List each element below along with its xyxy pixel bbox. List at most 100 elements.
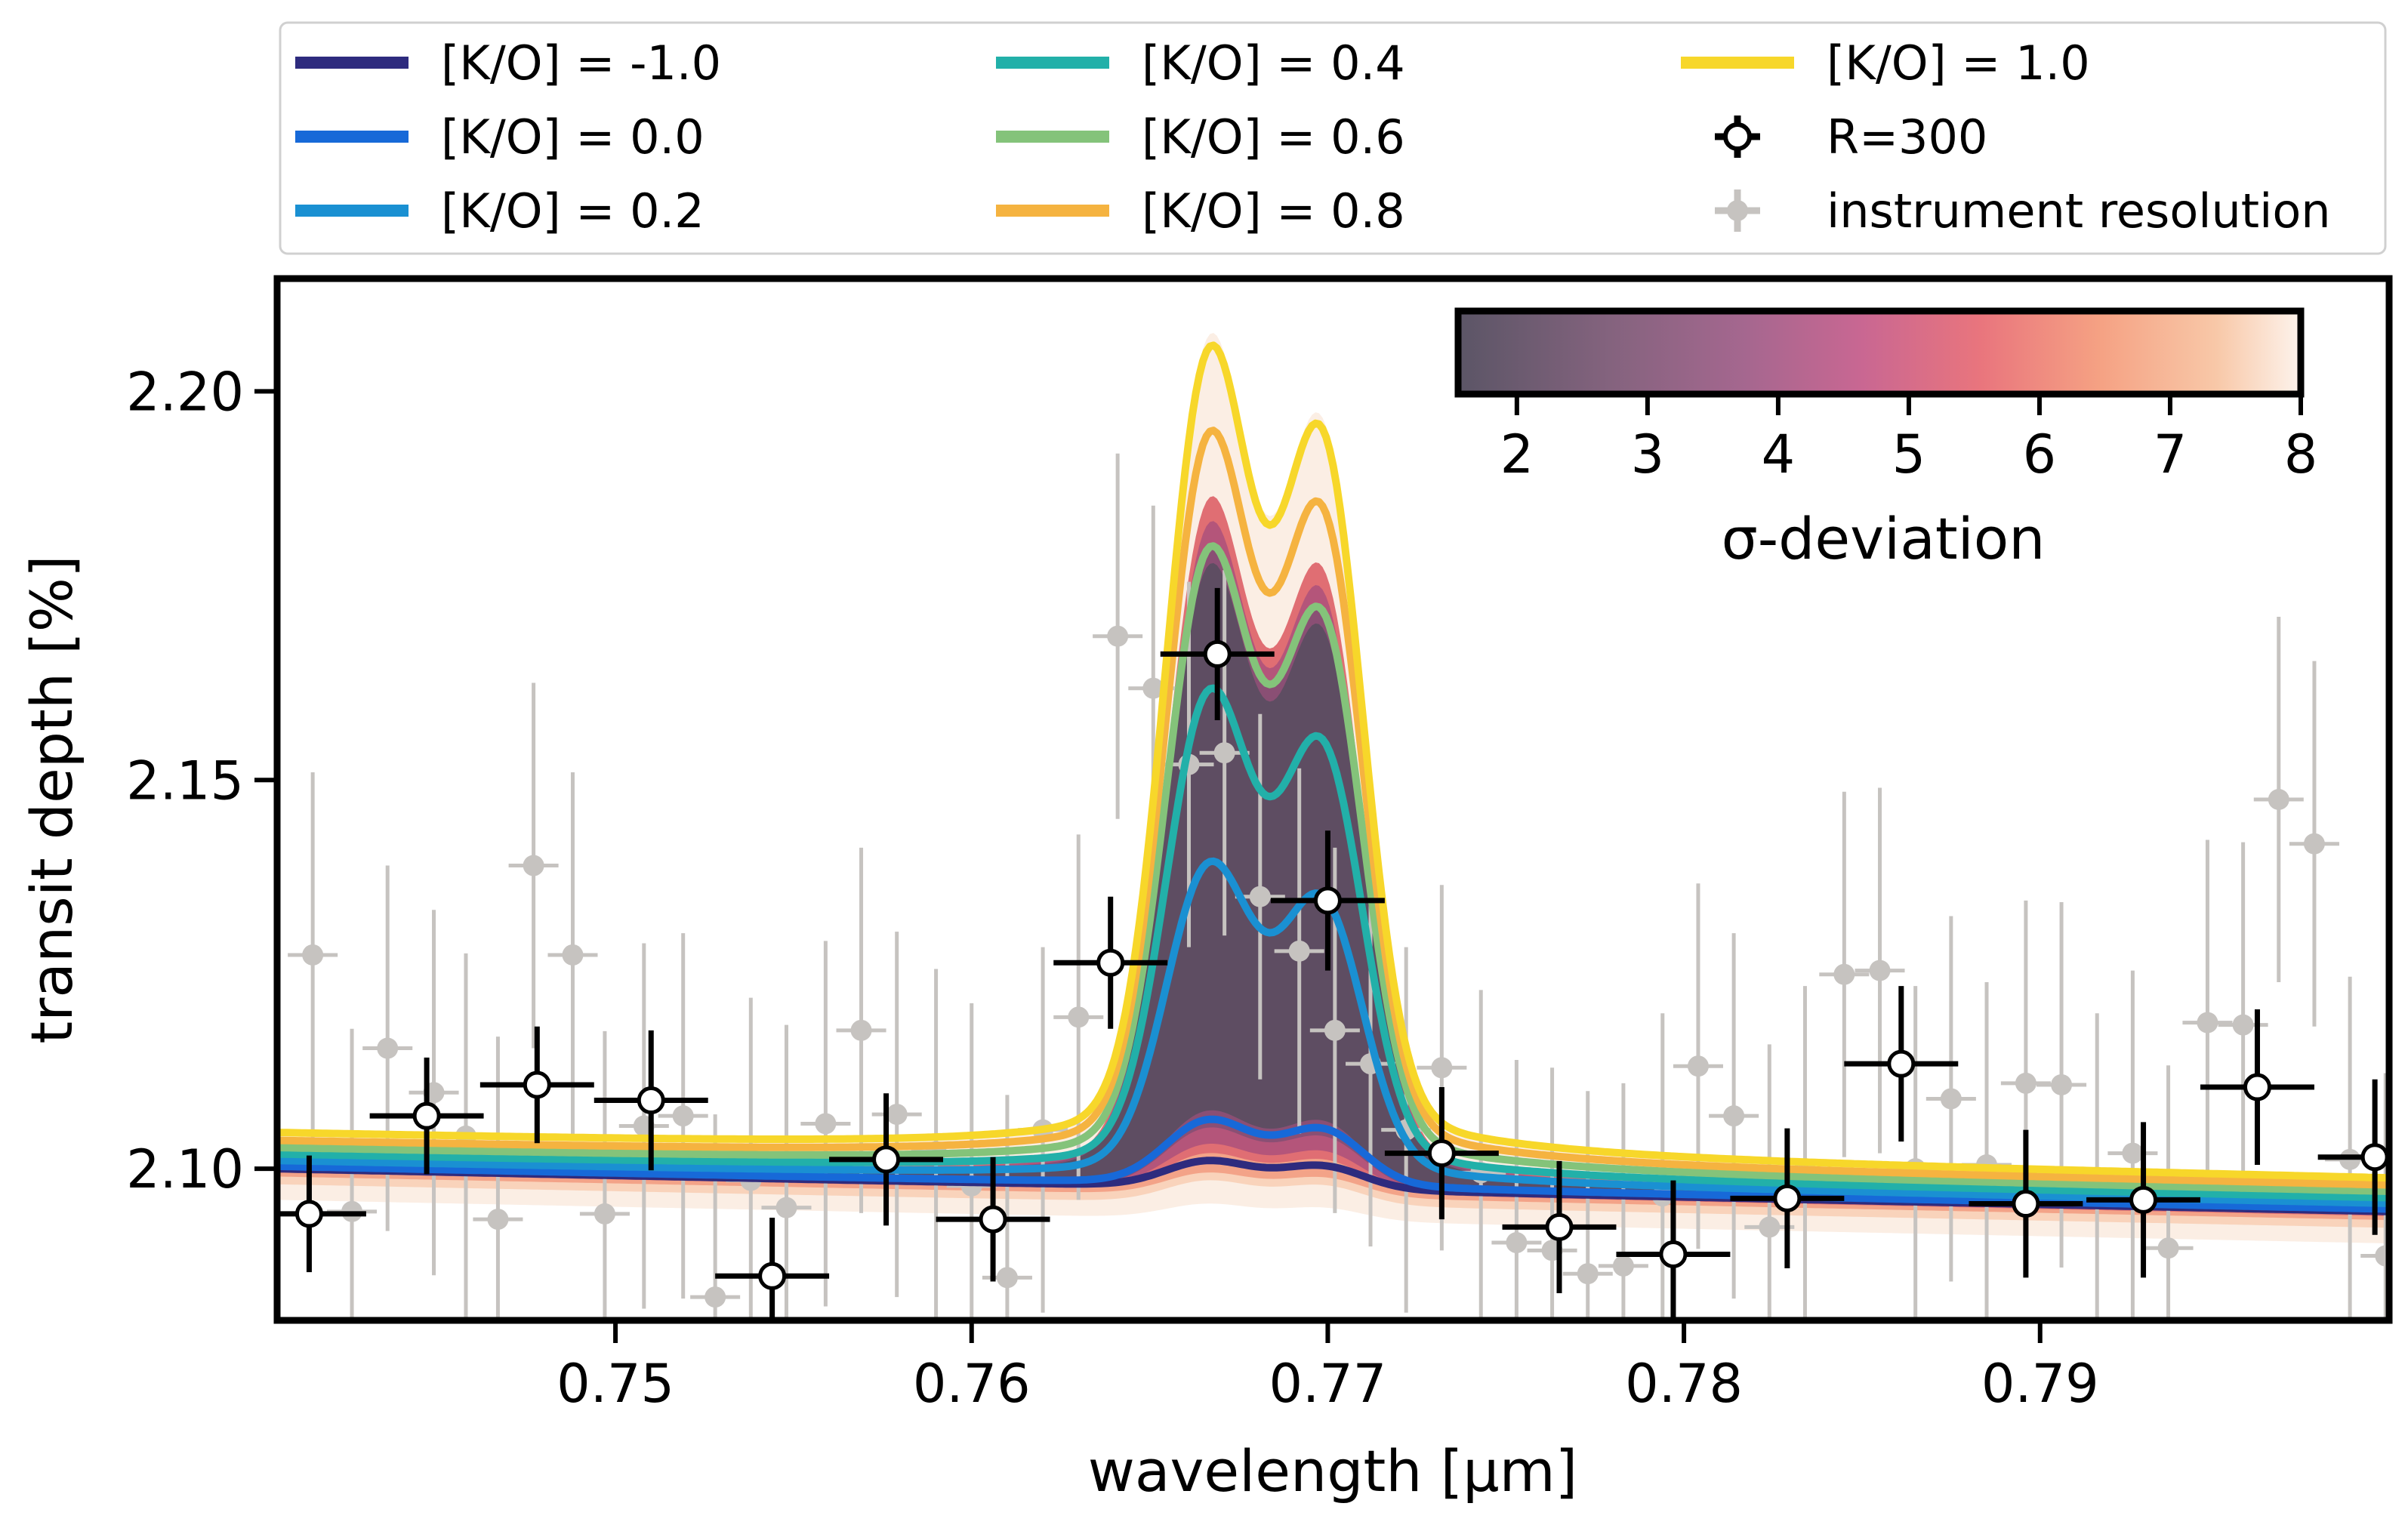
instrument-marker: [523, 855, 544, 876]
instrument-marker: [2122, 1142, 2144, 1164]
instrument-marker: [2015, 1072, 2036, 1094]
legend-entry: [K/O] = 0.8: [996, 183, 1405, 239]
instrument-point: [2182, 839, 2233, 1206]
binned-point: [1730, 1128, 1845, 1268]
colorbar-tick-label: 4: [1762, 424, 1796, 485]
binned-point: [1616, 1180, 1731, 1320]
legend-label: [K/O] = 0.8: [1142, 183, 1405, 239]
binned-point: [1502, 1160, 1617, 1293]
binned-point: [1844, 986, 1959, 1142]
binned-point: [277, 1155, 366, 1273]
instrument-marker: [2375, 1245, 2389, 1267]
instrument-point: [658, 933, 708, 1299]
binned-point: [1270, 830, 1385, 971]
colorbar-label: σ-deviation: [1722, 505, 2046, 572]
binned-marker: [294, 1200, 323, 1228]
instrument-point: [2360, 1073, 2389, 1320]
legend-swatch-marker: [1723, 122, 1752, 151]
instrument-point: [2143, 1065, 2194, 1320]
colorbar-tick-label: 6: [2023, 424, 2057, 485]
instrument-marker: [377, 1037, 399, 1059]
binned-point: [829, 1093, 944, 1226]
legend-swatch-marker: [1727, 200, 1748, 221]
instrument-marker: [302, 944, 324, 966]
instrument-marker: [594, 1203, 615, 1224]
legend-label: [K/O] = 0.2: [441, 183, 705, 239]
instrument-point: [508, 682, 559, 1049]
binned-point: [594, 1030, 708, 1171]
binned-point: [2086, 1122, 2201, 1278]
legend-label: [K/O] = 0.4: [1142, 35, 1405, 91]
legend-label: instrument resolution: [1827, 183, 2331, 239]
y-tick-label: 2.15: [126, 750, 244, 812]
instrument-marker: [1142, 677, 1164, 699]
colorbar-tick-label: 2: [1500, 424, 1534, 485]
legend-entry: [K/O] = 0.0: [295, 109, 705, 165]
x-axis-label: wavelength [μm]: [1088, 1437, 1578, 1505]
legend-label: [K/O] = -1.0: [441, 35, 721, 91]
binned-marker: [412, 1101, 441, 1130]
instrument-point: [547, 772, 598, 1138]
binned-marker: [2243, 1073, 2271, 1101]
instrument-marker: [1612, 1255, 1634, 1277]
instrument-point: [1855, 787, 1905, 1154]
y-tick-label: 2.20: [126, 361, 244, 423]
binned-points: [277, 587, 2389, 1320]
binned-marker: [2360, 1143, 2389, 1172]
legend-entry: [K/O] = 0.2: [295, 183, 705, 239]
x-tick-label: 0.79: [1981, 1353, 2099, 1415]
y-axis: 2.10 2.15 2.20: [126, 361, 277, 1200]
legend-entry: [K/O] = 0.4: [996, 35, 1405, 91]
instrument-point: [2289, 661, 2339, 1027]
binned-marker: [872, 1145, 901, 1174]
colorbar: 2 3 4 5 6 7 8 σ-deviation: [1454, 307, 2317, 572]
legend-box: [279, 21, 2387, 255]
instrument-marker: [705, 1286, 726, 1308]
series-line: [277, 542, 2389, 1195]
instrument-point: [2218, 842, 2268, 1208]
legend-entry: [K/O] = 0.6: [996, 109, 1405, 165]
binned-point: [1160, 587, 1275, 720]
instrument-point: [1598, 1083, 1648, 1320]
binned-marker: [1545, 1212, 1574, 1241]
instrument-point: [1491, 1060, 1542, 1320]
instrument-marker: [1213, 742, 1235, 764]
instrument-point: [1093, 453, 1143, 819]
y-axis-label: transit depth [%]: [18, 555, 85, 1043]
instrument-marker: [2051, 1074, 2073, 1095]
plot-frame: [273, 275, 2393, 1324]
instrument-marker: [2268, 789, 2289, 810]
instrument-point: [409, 910, 459, 1276]
instrument-marker: [775, 1197, 797, 1218]
instrument-marker: [1068, 1006, 1090, 1028]
instrument-marker: [1759, 1216, 1781, 1238]
instrument-marker: [2303, 833, 2325, 855]
instrument-marker: [850, 1019, 872, 1041]
instrument-marker: [1869, 960, 1891, 981]
colorbar-gradient: [1454, 307, 2305, 398]
binned-marker: [523, 1070, 551, 1099]
instrument-point: [871, 932, 922, 1298]
series-line: [277, 427, 2389, 1189]
legend-entry: instrument resolution: [1715, 183, 2331, 239]
instrument-marker: [1249, 886, 1271, 907]
instrument-point: [473, 1037, 523, 1320]
colorbar-tick-label: 7: [2154, 424, 2188, 485]
binned-point: [1384, 1087, 1499, 1220]
legend-label: [K/O] = 0.6: [1142, 109, 1405, 165]
instrument-point: [1925, 916, 1976, 1282]
instrument-marker: [1324, 1019, 1346, 1041]
legend-label: [K/O] = 1.0: [1827, 35, 2090, 91]
instrument-point: [1744, 1044, 1795, 1320]
instrument-point: [579, 1030, 630, 1320]
instrument-point: [2253, 616, 2304, 983]
legend: [K/O] = -1.0 [K/O] = 0.0 [K/O] = 0.2 [K/O] …: [295, 35, 2331, 239]
x-tick-label: 0.75: [557, 1353, 674, 1415]
instrument-marker: [886, 1104, 908, 1126]
legend-entry: [K/O] = 1.0: [1681, 35, 2090, 91]
colorbar-tick-label: 3: [1631, 424, 1665, 485]
instrument-point: [800, 941, 851, 1307]
legend-label: R=300: [1827, 109, 1987, 165]
